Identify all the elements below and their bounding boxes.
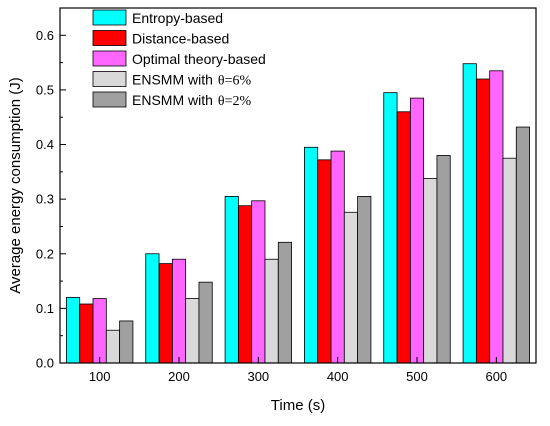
x-tick-label: 500 xyxy=(406,369,428,384)
bar xyxy=(343,211,359,364)
bar xyxy=(171,258,187,364)
legend-label: ENSMM with θ=2% xyxy=(132,92,252,109)
bar xyxy=(489,70,504,364)
bar xyxy=(423,177,438,364)
bar xyxy=(383,92,398,364)
bar xyxy=(264,258,279,364)
bar xyxy=(304,146,319,364)
y-tick-label: 0.2 xyxy=(36,246,54,261)
y-axis-title: Average energy consumption (J) xyxy=(7,77,24,294)
legend-label: Distance-based xyxy=(132,31,229,47)
bar xyxy=(396,111,411,364)
x-axis-title: Time (s) xyxy=(271,397,325,414)
bar xyxy=(357,196,372,364)
legend-swatch xyxy=(92,9,127,26)
bar xyxy=(317,159,332,364)
bar xyxy=(277,241,292,364)
bar xyxy=(92,298,107,364)
y-tick-label: 0.3 xyxy=(36,192,54,207)
y-tick-label: 0.6 xyxy=(36,28,54,43)
bar xyxy=(105,329,121,364)
bar xyxy=(237,205,253,364)
bar xyxy=(462,63,477,364)
bar xyxy=(475,78,491,364)
bar xyxy=(119,320,134,364)
bar xyxy=(330,150,345,364)
legend-label: Entropy-based xyxy=(132,10,223,26)
bar xyxy=(185,298,200,364)
y-tick-label: 0.5 xyxy=(36,82,54,97)
bar xyxy=(409,97,425,364)
legend-swatch xyxy=(92,91,127,108)
plot-area-frame xyxy=(59,7,537,364)
bar xyxy=(66,297,81,364)
bar xyxy=(79,303,94,364)
y-tick-label: 0.1 xyxy=(36,301,54,316)
legend-label: ENSMM with θ=6% xyxy=(132,72,252,89)
bar xyxy=(251,200,266,364)
x-tick-label: 600 xyxy=(485,369,507,384)
x-tick-label: 300 xyxy=(247,369,269,384)
bar xyxy=(515,126,530,364)
y-tick-label: 0.0 xyxy=(36,356,54,371)
legend-label: Optimal theory-based xyxy=(132,51,266,67)
legend-swatch xyxy=(92,50,127,67)
legend-swatch xyxy=(92,30,127,46)
x-tick-label: 100 xyxy=(89,369,111,384)
legend-swatch xyxy=(92,71,127,87)
x-tick-label: 200 xyxy=(168,369,190,384)
x-tick-label: 400 xyxy=(327,369,349,384)
bar xyxy=(198,281,213,364)
bar xyxy=(158,263,173,364)
bar xyxy=(224,196,239,364)
y-tick-label: 0.4 xyxy=(36,137,54,152)
bar xyxy=(436,155,451,364)
bar xyxy=(502,157,517,364)
bar xyxy=(145,253,160,364)
